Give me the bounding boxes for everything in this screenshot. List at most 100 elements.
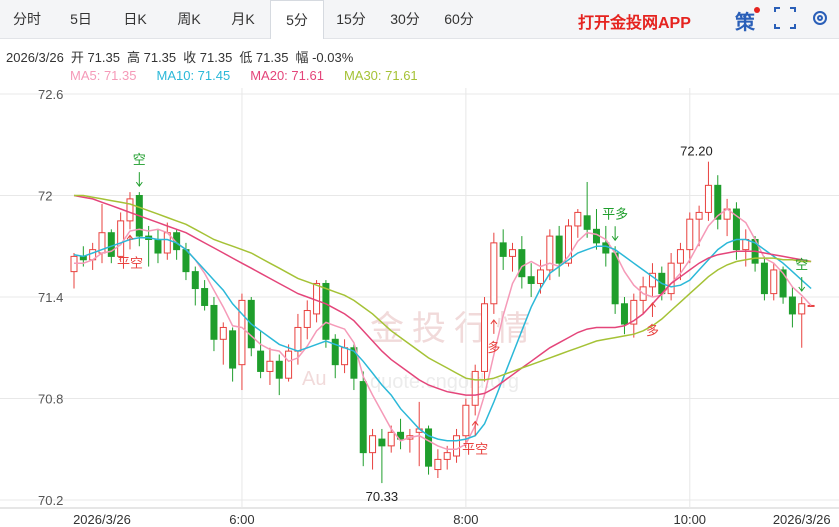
candle-body <box>238 299 246 366</box>
candle-body <box>490 242 498 305</box>
signal-arrow <box>649 302 656 317</box>
candle-body <box>191 271 199 290</box>
candle-body <box>499 242 507 257</box>
info-item: 开 71.35 <box>70 50 120 65</box>
candle-body <box>481 303 489 372</box>
legend-item: MA10: 71.45 <box>156 68 231 83</box>
candle-body <box>285 350 293 379</box>
candle-body <box>760 262 768 295</box>
y-tick-label: 72.6 <box>38 87 63 102</box>
y-tick-label: 71.4 <box>38 290 63 305</box>
candle-body <box>704 184 712 213</box>
candle-body <box>770 269 778 295</box>
strategy-icon[interactable]: 策 <box>735 12 755 34</box>
tab[interactable]: 日K <box>123 11 147 27</box>
candle-body <box>126 198 134 222</box>
candle-body <box>219 326 227 340</box>
candle-body <box>527 276 535 284</box>
candle-body <box>798 303 806 315</box>
y-tick-label: 70.8 <box>38 392 63 407</box>
candle-body <box>397 431 405 440</box>
info-item: 高 71.35 <box>127 50 177 65</box>
candle-body <box>564 225 572 264</box>
candle-body <box>695 211 703 220</box>
candle-body <box>807 304 815 307</box>
legend-item: MA5: 71.35 <box>70 68 137 83</box>
candle-body <box>229 330 237 369</box>
low-label: 70.33 <box>366 489 399 504</box>
candle-body <box>341 347 349 366</box>
candle-body <box>611 252 619 305</box>
tab[interactable]: 15分 <box>336 11 366 27</box>
legend-item: MA20: 71.61 <box>250 68 324 83</box>
tab[interactable]: 30分 <box>390 11 420 27</box>
x-tick-label: 6:00 <box>229 512 254 527</box>
signal-arrow <box>126 234 134 250</box>
candle-body <box>322 282 330 340</box>
ma-line <box>73 194 812 396</box>
candle-body <box>275 360 283 379</box>
candle-body <box>788 296 796 315</box>
x-tick-label: 10:00 <box>674 512 707 527</box>
candle-body <box>313 282 321 315</box>
info-item: 低 71.35 <box>239 50 289 65</box>
candle-body <box>714 184 722 220</box>
legend: MA5: 71.35 MA10: 71.45 MA20: 71.61 MA30: 71… <box>70 68 438 83</box>
candle-body <box>331 338 339 366</box>
signal-label: 平空 <box>117 255 143 270</box>
candle-body <box>648 272 656 288</box>
candle-body <box>509 249 517 257</box>
candle-body <box>537 269 544 284</box>
watermark: quote.cngold.org <box>370 371 519 393</box>
candle-body <box>667 262 675 295</box>
signal-arrow <box>135 172 143 187</box>
signal-label: 多 <box>646 323 659 338</box>
candle-body <box>201 288 209 306</box>
tab[interactable]: 5日 <box>70 11 92 27</box>
candle-body <box>453 435 461 457</box>
candle-body <box>70 255 78 273</box>
x-tick-label: 8:00 <box>453 512 478 527</box>
candle-body <box>602 242 610 254</box>
candle-body <box>546 235 554 271</box>
candle-body <box>387 431 395 447</box>
badge-dot <box>754 7 760 13</box>
info-item: 幅 -0.03% <box>295 50 354 65</box>
ma-line <box>73 237 812 442</box>
candle-body <box>471 370 479 406</box>
candle-body <box>257 350 265 372</box>
candle-body <box>369 435 377 454</box>
info-item: 2026/3/26 <box>6 50 64 65</box>
tab[interactable]: 5分 <box>270 0 324 39</box>
x-tick-label: 2026/3/26 <box>773 512 831 527</box>
ohlc-info: 2026/3/26 开 71.35 高 71.35 收 71.35 低 71.35 幅 -… <box>6 47 360 66</box>
tab[interactable]: 月K <box>231 11 255 27</box>
tab-bar: 分时 5日 日K 周K 月K 5分 15分 30分 60分 <box>0 0 839 39</box>
candle-body <box>583 215 591 230</box>
high-label: 72.20 <box>680 144 713 159</box>
candle-body <box>350 347 358 379</box>
y-tick-label: 70.2 <box>38 493 63 508</box>
tab[interactable]: 分时 <box>13 11 41 27</box>
signal-arrow <box>471 420 479 436</box>
signal-label: 空 <box>795 257 808 272</box>
signal-label: 平多 <box>602 206 628 221</box>
candle-body <box>676 249 684 264</box>
candle-body <box>359 381 367 454</box>
candle-body <box>425 428 433 467</box>
tab[interactable]: 60分 <box>444 11 474 27</box>
candle-body <box>154 238 162 254</box>
signal-label: 空 <box>133 152 146 167</box>
signal-arrow <box>490 319 498 334</box>
tab[interactable]: 周K <box>177 11 201 27</box>
candle-body <box>378 438 386 447</box>
candle-body <box>686 218 694 251</box>
ma-line <box>74 194 812 381</box>
watermark: 金投行情 <box>370 310 538 348</box>
candle-body <box>294 326 302 352</box>
candle-body <box>210 304 218 340</box>
candle-body <box>620 303 628 325</box>
watermark: Au <box>302 368 326 390</box>
app-link[interactable]: 打开金投网APP <box>578 15 691 32</box>
